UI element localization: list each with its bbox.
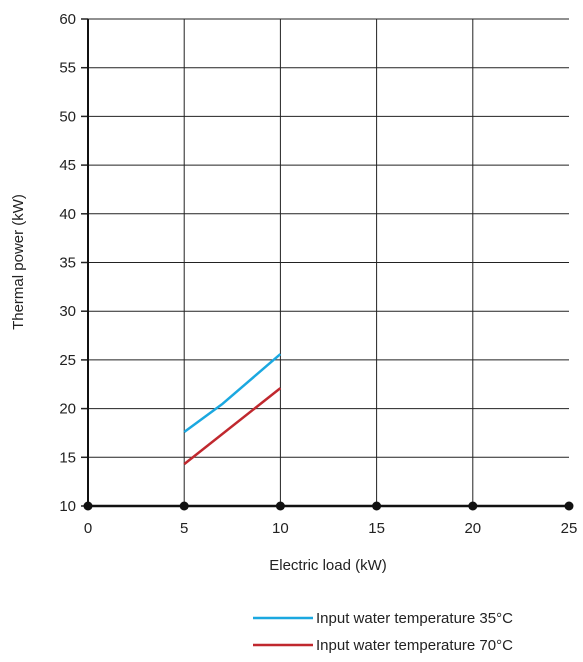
y-tick-label: 30 — [59, 303, 76, 320]
x-axis-dot — [275, 501, 285, 511]
legend-label-1: Input water temperature 35°C — [316, 610, 513, 627]
y-tick-label: 45 — [59, 157, 76, 174]
x-axis-title: Electric load (kW) — [269, 557, 387, 574]
y-axis-title: Thermal power (kW) — [10, 194, 27, 330]
x-axis-markers — [83, 501, 574, 511]
series-lines — [183, 353, 282, 466]
grid — [88, 18, 569, 506]
y-tick-label: 20 — [59, 401, 76, 418]
series-line-2 — [183, 387, 282, 466]
y-tick-label: 60 — [59, 11, 76, 28]
y-tick-label: 35 — [59, 255, 76, 272]
y-tick-label: 55 — [59, 60, 76, 77]
y-tick-label: 50 — [59, 108, 76, 125]
series-line-1 — [183, 353, 282, 433]
y-tick-label: 40 — [59, 206, 76, 223]
x-axis-dot — [468, 501, 478, 511]
x-axis-dot — [372, 501, 382, 511]
y-tick-label: 10 — [59, 498, 76, 515]
x-tick-label: 5 — [180, 520, 188, 537]
tick-labels: 10 15 20 25 30 35 40 45 50 55 60 0 5 10 15 20 25 — [59, 11, 577, 537]
x-tick-label: 10 — [272, 520, 289, 537]
x-tick-label: 15 — [368, 520, 385, 537]
x-tick-label: 25 — [561, 520, 578, 537]
y-tick-label: 15 — [59, 449, 76, 466]
x-tick-label: 20 — [464, 520, 481, 537]
axes — [81, 18, 569, 508]
x-axis-dot — [179, 501, 189, 511]
legend-label-2: Input water temperature 70°C — [316, 637, 513, 654]
x-tick-label: 0 — [84, 520, 92, 537]
x-axis-dot — [564, 501, 574, 511]
x-axis-dot — [83, 501, 93, 511]
legend: Input water temperature 35°C Input water … — [253, 610, 513, 654]
y-tick-label: 25 — [59, 352, 76, 369]
